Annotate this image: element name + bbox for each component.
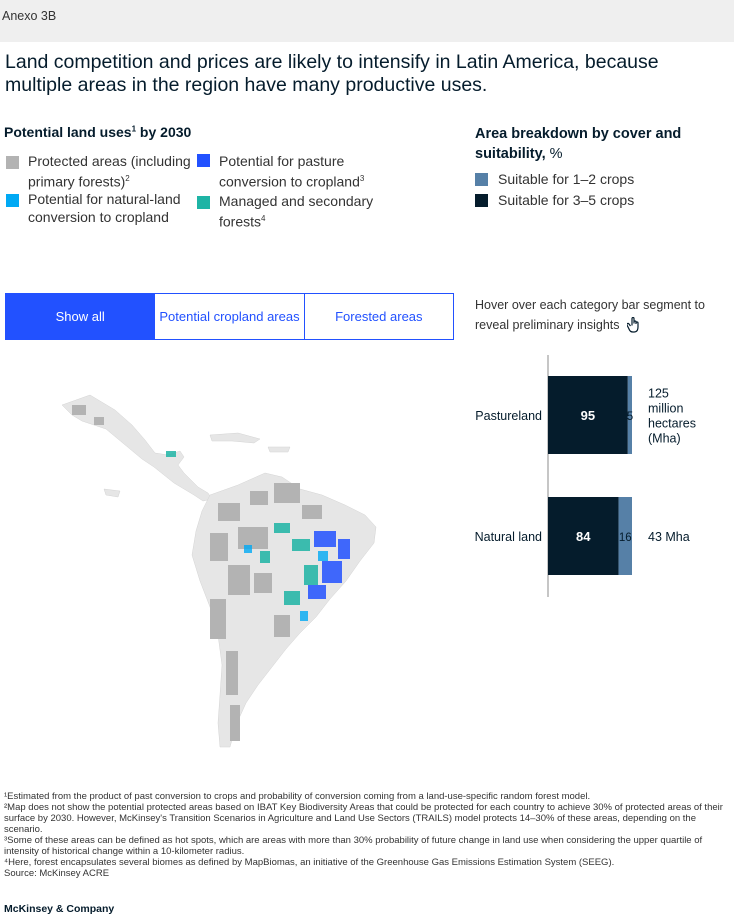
legend-swatch-natural	[6, 194, 19, 207]
legend-label-protected-text: Protected areas (including primary fores…	[28, 153, 191, 190]
breakdown-title: Area breakdown by cover and suitability,…	[475, 124, 695, 164]
legend-label-natural: Potential for natural-land conversion to…	[28, 190, 193, 226]
view-tabs: Show all Potential cropland areas Forest…	[5, 293, 454, 340]
exhibit-label: Anexo 3B	[2, 9, 57, 23]
legend-swatch-forests	[197, 196, 210, 209]
breakdown-title-text: Area breakdown by cover and suitability,	[475, 126, 682, 162]
hand-pointer-icon	[626, 316, 639, 333]
bar-segment[interactable]	[548, 497, 619, 575]
bar-value-label: 95	[581, 408, 595, 423]
map-protected-areas	[72, 405, 322, 741]
hover-hint-text: Hover over each category bar segment to …	[475, 298, 705, 332]
footnote-source: Source: McKinsey ACRE	[4, 868, 110, 879]
latin-america-map	[61, 394, 377, 748]
legend-title-suffix: by 2030	[136, 124, 192, 140]
legend-label-pasture: Potential for pasture conversion to crop…	[219, 152, 384, 191]
footnote-4: ⁴Here, forest encapsulates several biome…	[4, 857, 615, 868]
breakdown-title-unit: %	[545, 146, 563, 162]
legend-title: Potential land uses1 by 2030	[4, 124, 191, 140]
map-pasture-conversion	[308, 531, 350, 599]
map-natural-land-conversion	[244, 545, 328, 621]
footnote-1: ¹Estimated from the product of past conv…	[4, 791, 591, 802]
footnotes: ¹Estimated from the product of past conv…	[4, 791, 724, 879]
legend-swatch-pasture	[197, 154, 210, 167]
legend-label-forests-sup: 4	[261, 214, 266, 223]
tab-forested-areas[interactable]: Forested areas	[304, 294, 453, 339]
breakdown-swatch-1-2	[475, 173, 488, 186]
category-label: Pastureland	[475, 409, 542, 423]
legend-title-sup: 1	[131, 124, 137, 134]
headline: Land competition and prices are likely t…	[5, 51, 659, 96]
bar-value-label: 84	[576, 529, 591, 544]
legend-label-forests-text: Managed and secondary forests	[219, 193, 374, 230]
bar-segment[interactable]	[548, 376, 628, 454]
footnote-2: ²Map does not show the potential protect…	[4, 802, 723, 835]
area-breakdown-chart: Pastureland 95 5 125 million hectares (Mha) Nat…	[475, 355, 696, 597]
brand-logo-text: McKinsey & Company	[4, 903, 115, 915]
map-managed-forests	[166, 451, 318, 605]
category-label: Natural land	[475, 530, 542, 544]
total-label: 43 Mha	[648, 530, 690, 544]
chart-bars: Pastureland 95 5 125 million hectares (Mha) Nat…	[475, 376, 696, 575]
tab-potential-cropland-areas[interactable]: Potential cropland areas	[155, 294, 305, 339]
total-label: 125 million hectares (Mha)	[648, 387, 696, 446]
breakdown-label-3-5: Suitable for 3–5 crops	[498, 192, 635, 208]
breakdown-label-1-2: Suitable for 1–2 crops	[498, 171, 635, 187]
legend-label-protected-sup: 2	[125, 174, 130, 183]
bar-segment[interactable]	[618, 497, 632, 575]
breakdown-swatch-3-5	[475, 194, 488, 207]
bar-value-label: 5	[627, 411, 633, 423]
legend-label-natural-text: Potential for natural-land conversion to…	[28, 191, 181, 225]
legend-swatch-protected	[6, 156, 19, 169]
bar-value-label: 16	[619, 532, 632, 544]
top-bar: Anexo 3B	[0, 0, 734, 42]
bar-segment[interactable]	[627, 376, 632, 454]
legend-label-protected: Protected areas (including primary fores…	[28, 152, 193, 191]
tab-show-all[interactable]: Show all	[6, 294, 156, 339]
legend-label-pasture-sup: 3	[359, 174, 365, 183]
legend-label-forests: Managed and secondary forests4	[219, 192, 384, 231]
hover-hint: Hover over each category bar segment to …	[475, 295, 715, 335]
legend-label-pasture-text: Potential for pasture conversion to crop…	[219, 153, 360, 190]
footnote-3: ³Some of these areas can be defined as h…	[4, 835, 703, 857]
legend-title-text: Potential land uses	[4, 124, 132, 140]
